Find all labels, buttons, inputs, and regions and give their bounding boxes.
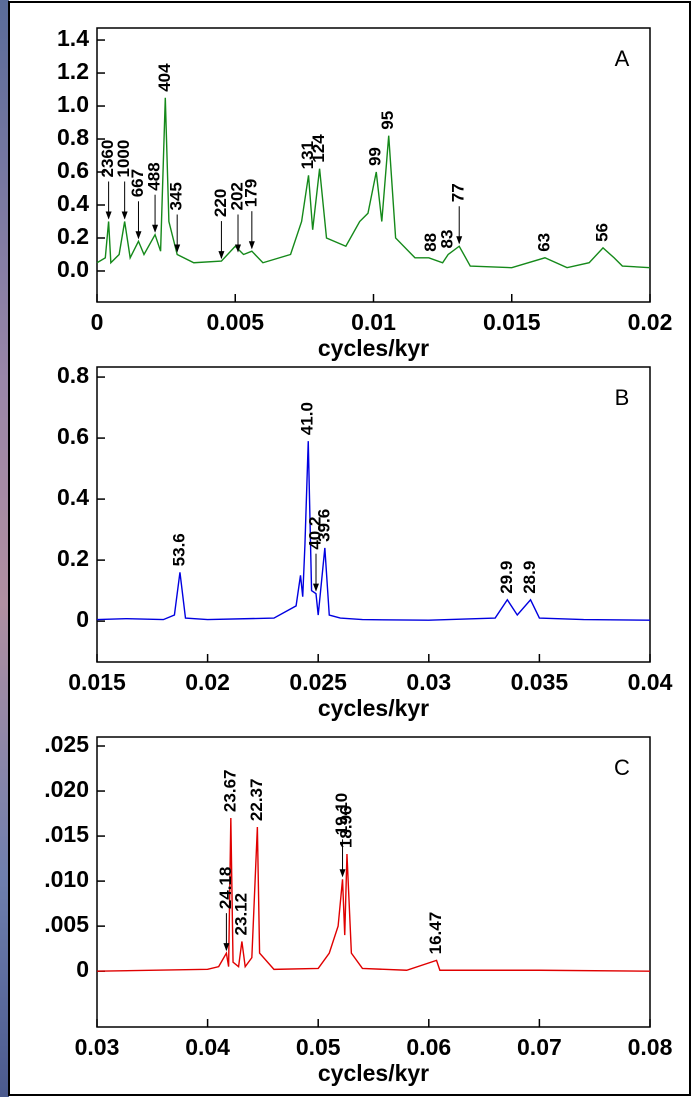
background-strip (0, 0, 9, 1097)
peak-label: 23.67 (220, 770, 239, 813)
peak-label: 18.96 (336, 806, 355, 849)
peak-label: 179 (241, 179, 260, 207)
y-tick-label: .020 (44, 776, 89, 802)
peak-label: 131 (298, 141, 317, 169)
arrow-head (312, 583, 319, 592)
y-tick-label: 0 (76, 956, 89, 982)
x-axis-label: cycles/kyr (318, 335, 429, 361)
peak-label: 22.37 (247, 779, 266, 822)
x-tick-label: 0.05 (296, 1034, 341, 1060)
panel-letter: A (615, 46, 630, 71)
peak-label: 23.12 (231, 893, 250, 936)
y-tick-label: 0.4 (57, 190, 89, 216)
peak-label: 1000 (114, 140, 133, 178)
y-tick-label: 0.4 (57, 484, 89, 510)
x-tick-label: 0.005 (206, 309, 264, 335)
peak-label: 345 (167, 182, 186, 210)
x-tick-label: 0.04 (185, 1034, 230, 1060)
arrow-head (174, 244, 181, 253)
x-axis-label: cycles/kyr (318, 695, 429, 721)
panel-letter: B (615, 385, 630, 410)
y-tick-label: 0 (76, 606, 89, 632)
peak-label: 2360 (98, 140, 117, 178)
x-tick-label: 0.015 (68, 669, 126, 695)
peak-label: 202 (227, 182, 246, 210)
peak-label: 488 (145, 162, 164, 190)
y-tick-label: 0.6 (57, 157, 89, 183)
x-tick-label: 0.02 (628, 309, 673, 335)
spectrum-line (96, 97, 651, 269)
peak-label: 53.6 (169, 533, 188, 566)
y-tick-label: 0.8 (57, 362, 89, 388)
y-tick-label: 1.0 (57, 91, 89, 117)
peak-label: 19.10 (332, 793, 351, 836)
peak-label: 39.6 (314, 509, 333, 542)
arrow-head (248, 241, 255, 250)
y-tick-label: 0.2 (57, 545, 89, 571)
panel-letter: C (614, 755, 630, 780)
y-tick-label: 0.0 (57, 256, 89, 282)
peak-label: 667 (128, 169, 147, 197)
plot-frame (96, 366, 651, 663)
arrow-head (135, 231, 142, 240)
arrow-head (456, 236, 463, 245)
plot-frame (96, 736, 651, 1028)
x-tick-label: 0.08 (628, 1034, 673, 1060)
y-tick-label: .005 (44, 911, 89, 937)
x-tick-label: 0.06 (406, 1034, 451, 1060)
peak-label: 88 (421, 233, 440, 252)
y-tick-label: 0.2 (57, 223, 89, 249)
arrow-head (121, 211, 128, 220)
peak-label: 41.0 (298, 402, 317, 435)
arrow-head (152, 224, 159, 233)
peak-label: 29.9 (497, 561, 516, 594)
x-tick-label: 0 (91, 309, 104, 335)
arrow-head (105, 211, 112, 220)
arrow-head (339, 869, 346, 878)
y-tick-label: .015 (44, 821, 89, 847)
y-tick-label: 1.4 (57, 25, 89, 51)
spectrum-line (96, 818, 651, 972)
x-tick-label: 0.04 (628, 669, 673, 695)
x-axis-label: cycles/kyr (318, 1060, 429, 1086)
peak-label: 404 (155, 63, 174, 92)
arrow-head (223, 943, 230, 952)
peak-label: 16.47 (426, 912, 445, 955)
x-tick-label: 0.07 (517, 1034, 562, 1060)
arrow-head (218, 251, 225, 260)
peak-label: 124 (309, 134, 328, 163)
y-tick-label: .025 (44, 731, 89, 757)
peak-label: 28.9 (520, 561, 539, 594)
arrow-head (235, 244, 242, 253)
x-tick-label: 0.035 (511, 669, 569, 695)
peak-label: 220 (211, 189, 230, 217)
y-tick-label: .010 (44, 866, 89, 892)
spectrum-line (96, 441, 651, 621)
y-tick-label: 0.6 (57, 423, 89, 449)
peak-label: 40.2 (305, 517, 324, 550)
peak-label: 99 (366, 147, 385, 166)
peak-label: 77 (449, 183, 468, 202)
peak-label: 83 (438, 230, 457, 249)
x-tick-label: 0.02 (185, 669, 230, 695)
x-tick-label: 0.015 (483, 309, 541, 335)
x-tick-label: 0.01 (351, 309, 396, 335)
x-tick-label: 0.025 (289, 669, 347, 695)
y-tick-label: 1.2 (57, 58, 89, 84)
peak-label: 63 (534, 233, 553, 252)
peak-label: 24.18 (216, 867, 235, 910)
peak-label: 95 (378, 111, 397, 130)
x-tick-label: 0.03 (75, 1034, 120, 1060)
x-tick-label: 0.03 (406, 669, 451, 695)
peak-label: 56 (592, 223, 611, 242)
y-tick-label: 0.8 (57, 124, 89, 150)
